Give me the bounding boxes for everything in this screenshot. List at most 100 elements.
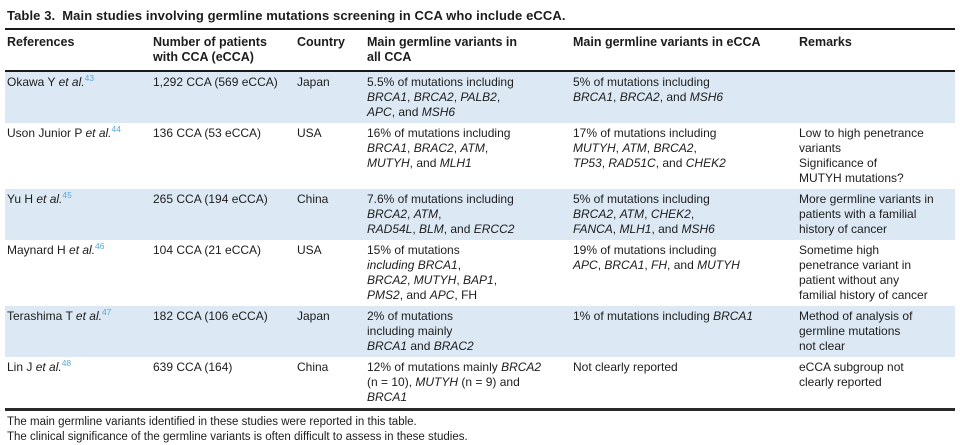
table-row: Okawa Y et al.43 1,292 CCA (569 eCCA) Japa… — [5, 71, 955, 123]
citation-reference-link[interactable]: 45 — [62, 190, 72, 200]
italic-text: APC — [573, 258, 598, 272]
italic-text: BRCA1 — [417, 258, 458, 272]
table-cell: 104 CCA (21 eCCA) — [151, 240, 295, 306]
cell-text: Low to high penetrance — [799, 126, 924, 140]
cell-text: 1,292 CCA (569 eCCA) — [153, 75, 278, 89]
citation-reference-link[interactable]: 43 — [84, 73, 95, 83]
cell-text: , and — [443, 222, 474, 236]
cell-text: , and — [409, 156, 440, 170]
cell-text: , — [690, 207, 695, 221]
cell-text: 19% of mutations including — [573, 243, 717, 257]
italic-text: BRCA1 — [604, 258, 645, 272]
cell-text: including mainly — [367, 324, 453, 338]
cell-text: Japan — [297, 309, 330, 323]
cell-text: Not clearly reported — [573, 360, 678, 374]
table-cell: eCCA subgroup not clearly reported — [797, 357, 955, 410]
citation-reference-link[interactable]: 48 — [61, 358, 72, 368]
table-cell: USA — [295, 240, 365, 306]
italic-text: BRCA2 — [367, 273, 408, 287]
italic-text: BRCA1 — [367, 390, 408, 404]
cell-text: , — [597, 258, 605, 272]
italic-text: BRCA1 — [713, 309, 754, 323]
italic-text: BAP1 — [463, 273, 494, 287]
cell-text: Okawa Y — [7, 75, 59, 89]
table-cell: 5.5% of mutations including BRCA1, BRCA2,… — [365, 71, 571, 123]
italic-text: ATM — [619, 207, 645, 221]
table-cell: China — [295, 357, 365, 410]
table-cell: 639 CCA (164) — [151, 357, 295, 410]
italic-text: FH — [651, 258, 668, 272]
cell-text: Significance of — [799, 156, 878, 170]
cell-text: , — [693, 141, 697, 155]
cell-text: , and — [659, 90, 690, 104]
table-cell: Okawa Y et al.43 — [5, 71, 151, 123]
italic-text: et al. — [85, 126, 112, 140]
table-body: Okawa Y et al.43 1,292 CCA (569 eCCA) Japa… — [5, 71, 955, 410]
italic-text: et al. — [58, 75, 85, 89]
cell-text: 5% of mutations including — [573, 192, 710, 206]
table-cell: Method of analysis of germline mutations n… — [797, 306, 955, 357]
table-cell: 2% of mutations including mainly BRCA1 and… — [365, 306, 571, 357]
cell-text: , — [612, 222, 620, 236]
cell-text: 16% of mutations including — [367, 126, 511, 140]
cell-text: China — [297, 360, 329, 374]
cell-text: 17% of mutations including — [573, 126, 717, 140]
cell-text: , — [484, 141, 489, 155]
italic-text: BRCA1 — [573, 90, 614, 104]
cell-text: , FH — [454, 288, 478, 302]
cell-text: 1% of mutations including — [573, 309, 714, 323]
cell-text: Uson Junior P — [7, 126, 86, 140]
cell-text: , — [601, 156, 609, 170]
table-cell: 19% of mutations including APC, BRCA1, FH… — [571, 240, 797, 306]
cell-text: , — [407, 207, 414, 221]
cell-text: 5% of mutations including — [573, 75, 710, 89]
cell-text: , — [615, 141, 623, 155]
cell-text: USA — [297, 243, 322, 257]
cell-text: Maynard H — [7, 243, 70, 257]
citation-reference-link[interactable]: 44 — [111, 124, 121, 134]
cell-text: , — [407, 141, 414, 155]
cell-text: , and — [651, 222, 682, 236]
italic-text: BRCA2 — [367, 207, 408, 221]
italic-text: CHEK2 — [650, 207, 691, 221]
table-cell: Low to high penetrance variants Significan… — [797, 123, 955, 189]
italic-text: RAD54L — [367, 222, 413, 236]
cell-text: Method of analysis of — [799, 309, 913, 323]
italic-text: MUTYH — [415, 375, 459, 389]
table-cell: 15% of mutations including BRCA1, BRCA2, M… — [365, 240, 571, 306]
table-title: Table 3. Main studies involving germline … — [5, 5, 955, 28]
citation-reference-link[interactable]: 46 — [95, 241, 105, 251]
cell-text: , and — [655, 156, 686, 170]
column-header-4: Main germline variants in all CCA — [365, 29, 571, 72]
table-header: References Number of patients with CCA (eC… — [5, 29, 955, 72]
cell-text: penetrance variant in — [799, 258, 912, 272]
italic-text: MUTYH — [697, 258, 740, 272]
italic-text: including — [367, 258, 418, 272]
italic-text: BRCA2 — [653, 141, 694, 155]
table-cell: 12% of mutations mainly BRCA2 (n = 10), M… — [365, 357, 571, 410]
table-cell: 17% of mutations including MUTYH, ATM, BR… — [571, 123, 797, 189]
cell-text: history of cancer — [799, 222, 888, 236]
table-row: Uson Junior P et al.44 136 CCA (53 eCCA) U… — [5, 123, 955, 189]
italic-text: MSH6 — [421, 105, 456, 119]
table-cell: Japan — [295, 306, 365, 357]
cell-text: (n = 10), — [367, 375, 416, 389]
table-cell: Japan — [295, 71, 365, 123]
italic-text: PMS2 — [367, 288, 400, 302]
italic-text: MLH1 — [619, 222, 652, 236]
cell-text: Yu H — [7, 192, 37, 206]
italic-text: et al. — [36, 192, 63, 206]
italic-text: PALB2 — [460, 90, 497, 104]
cell-text: familial history of cancer — [799, 288, 928, 302]
studies-table: References Number of patients with CCA (eC… — [5, 28, 955, 411]
column-header-6: Remarks — [797, 29, 955, 72]
table-cell: 5% of mutations including BRCA1, BRCA2, a… — [571, 71, 797, 123]
citation-reference-link[interactable]: 47 — [101, 307, 112, 317]
table-cell: 182 CCA (106 eCCA) — [151, 306, 295, 357]
cell-text: 639 CCA (164) — [153, 360, 233, 374]
table-cell: Sometime high penetrance variant in patien… — [797, 240, 955, 306]
table-cell: 136 CCA (53 eCCA) — [151, 123, 295, 189]
italic-text: APC — [429, 288, 455, 302]
italic-text: MSH6 — [681, 222, 715, 236]
cell-text: not clear — [799, 339, 846, 353]
